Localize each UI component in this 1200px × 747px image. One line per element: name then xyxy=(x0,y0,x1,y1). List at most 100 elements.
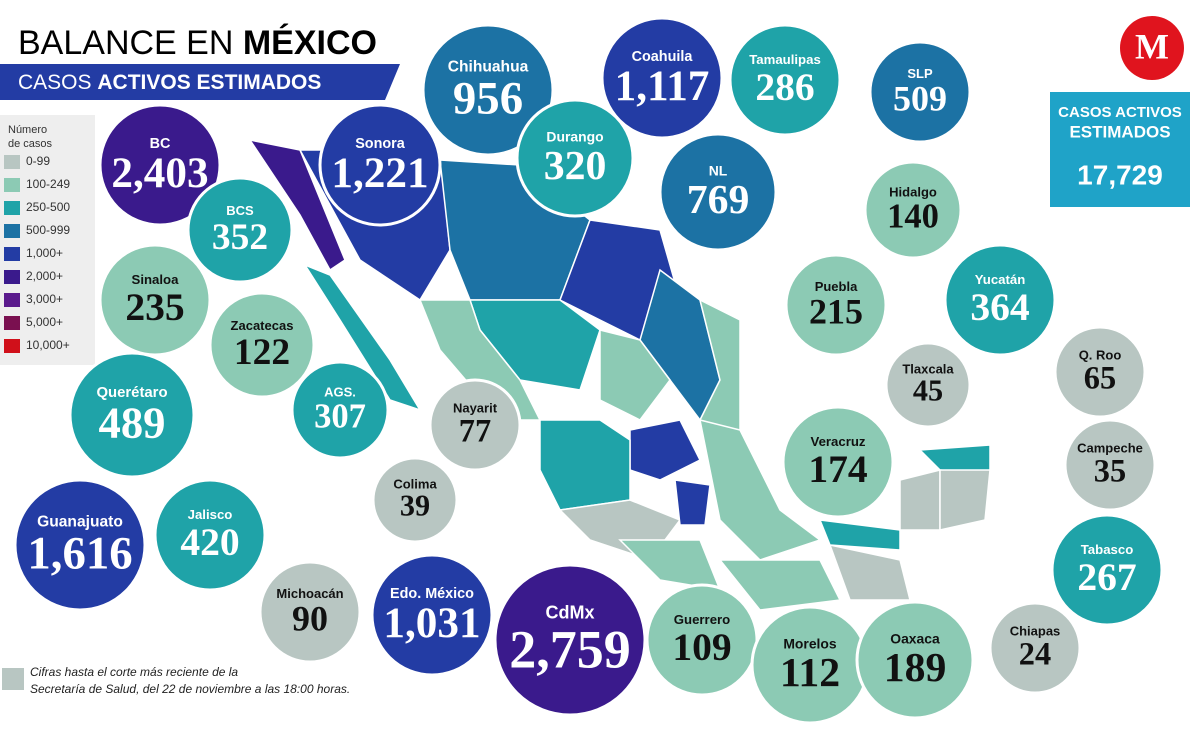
subtitle-plain: CASOS xyxy=(18,71,92,94)
state-name: Veracruz xyxy=(811,434,866,449)
state-bubble xyxy=(98,103,222,227)
subtitle: CASOS ACTIVOS ESTIMADOS xyxy=(18,71,321,94)
footnote: Secretaría de Salud, del 22 de noviembre… xyxy=(30,682,350,696)
state-bubble xyxy=(98,243,212,357)
state-bubble xyxy=(318,103,442,227)
state-name: Oaxaca xyxy=(890,630,940,646)
legend-swatch xyxy=(4,224,20,238)
legend-swatch xyxy=(4,270,20,284)
legend-label: 500-999 xyxy=(26,223,70,237)
state-name: Yucatán xyxy=(975,272,1026,287)
state-cases: 39 xyxy=(400,488,430,522)
state-bubble xyxy=(515,98,635,218)
state-cases: 45 xyxy=(913,373,943,407)
state-name: Guanajuato xyxy=(37,513,123,530)
state-cases: 420 xyxy=(180,520,239,564)
state-bubble xyxy=(370,553,494,677)
state-name: Hidalgo xyxy=(889,185,937,200)
title-plain: BALANCE EN xyxy=(18,24,233,62)
state-name: AGS. xyxy=(324,385,356,400)
title-bold: MÉXICO xyxy=(243,24,377,62)
state-name: Sinaloa xyxy=(132,272,180,287)
state-name: Tamaulipas xyxy=(749,52,821,67)
state-bubble xyxy=(258,560,362,664)
state-bubble xyxy=(1050,513,1164,627)
legend-swatch xyxy=(4,316,20,330)
legend-label: 2,000+ xyxy=(26,269,63,283)
state-bubble xyxy=(186,176,294,284)
state-cases: 956 xyxy=(453,73,523,125)
legend-label: 1,000+ xyxy=(26,246,63,260)
total-label: ESTIMADOS xyxy=(1069,122,1170,141)
state-name: SLP xyxy=(907,66,933,81)
state-bubble xyxy=(371,456,459,544)
state-name: Sonora xyxy=(355,136,406,152)
state-bubble xyxy=(1053,325,1147,419)
state-cases: 140 xyxy=(887,198,939,236)
state-cases: 65 xyxy=(1084,360,1116,396)
state-cases: 1,221 xyxy=(331,150,428,197)
title: BALANCE EN MÉXICO xyxy=(18,24,377,62)
state-cases: 489 xyxy=(99,398,166,448)
state-bubble xyxy=(943,243,1057,357)
state-name: Chiapas xyxy=(1010,624,1061,639)
subtitle-band xyxy=(0,64,400,100)
state-cases: 174 xyxy=(808,447,868,491)
state-name: Durango xyxy=(546,128,603,144)
logo-text: M xyxy=(1135,26,1169,66)
state-name: Chihuahua xyxy=(448,58,529,75)
state-bubble xyxy=(781,405,895,519)
legend-label: 5,000+ xyxy=(26,315,63,329)
state-name: Coahuila xyxy=(632,49,694,65)
legend-title: de casos xyxy=(8,138,53,150)
state-name: Tabasco xyxy=(1081,542,1134,557)
state-bubble xyxy=(784,253,888,357)
state-bubble xyxy=(1063,418,1157,512)
state-cases: 286 xyxy=(755,65,814,109)
state-bubble xyxy=(421,23,555,157)
state-bubble xyxy=(208,291,316,399)
state-bubble xyxy=(855,600,975,720)
state-name: NL xyxy=(709,162,728,178)
state-cases: 215 xyxy=(809,291,863,331)
state-bubble xyxy=(728,23,842,137)
state-name: Michoacán xyxy=(276,586,343,601)
state-bubble xyxy=(988,601,1082,695)
state-bubble xyxy=(493,563,647,717)
state-cases: 2,403 xyxy=(111,150,208,197)
state-name: Zacatecas xyxy=(231,318,294,333)
state-cases: 2,759 xyxy=(509,619,631,679)
legend-label: 3,000+ xyxy=(26,292,63,306)
state-name: Morelos xyxy=(783,635,837,651)
legend-swatch xyxy=(4,293,20,307)
state-name: Jalisco xyxy=(188,507,233,522)
state-name: Q. Roo xyxy=(1079,348,1122,363)
state-cases: 1,616 xyxy=(27,528,132,580)
state-bubble xyxy=(658,132,778,252)
legend-title: Número xyxy=(8,124,47,136)
legend-swatch xyxy=(4,201,20,215)
legend-label: 250-500 xyxy=(26,200,70,214)
state-name: Guerrero xyxy=(674,612,730,627)
state-cases: 109 xyxy=(672,625,731,669)
legend-label: 10,000+ xyxy=(26,338,70,352)
total-label: CASOS ACTIVOS xyxy=(1058,104,1182,121)
state-bubble xyxy=(68,351,196,479)
state-name: Campeche xyxy=(1077,441,1143,456)
state-name: BCS xyxy=(226,203,254,218)
state-name: Colima xyxy=(393,477,437,492)
state-cases: 189 xyxy=(884,645,947,691)
footnote: Cifras hasta el corte más reciente de la xyxy=(30,665,238,679)
state-bubble xyxy=(863,160,963,260)
subtitle-bold: ACTIVOS ESTIMADOS xyxy=(97,71,321,94)
state-cases: 364 xyxy=(970,285,1030,329)
header: BALANCE EN MÉXICO CASOS ACTIVOS ESTIMADO… xyxy=(0,24,400,100)
state-cases: 122 xyxy=(234,332,290,373)
legend-swatch xyxy=(4,155,20,169)
legend-label: 100-249 xyxy=(26,177,70,191)
state-cases: 307 xyxy=(314,398,366,436)
footnote-swatch xyxy=(2,668,24,690)
state-bubble xyxy=(290,360,390,460)
legend-label: 0-99 xyxy=(26,154,50,168)
state-cases: 77 xyxy=(459,413,491,449)
